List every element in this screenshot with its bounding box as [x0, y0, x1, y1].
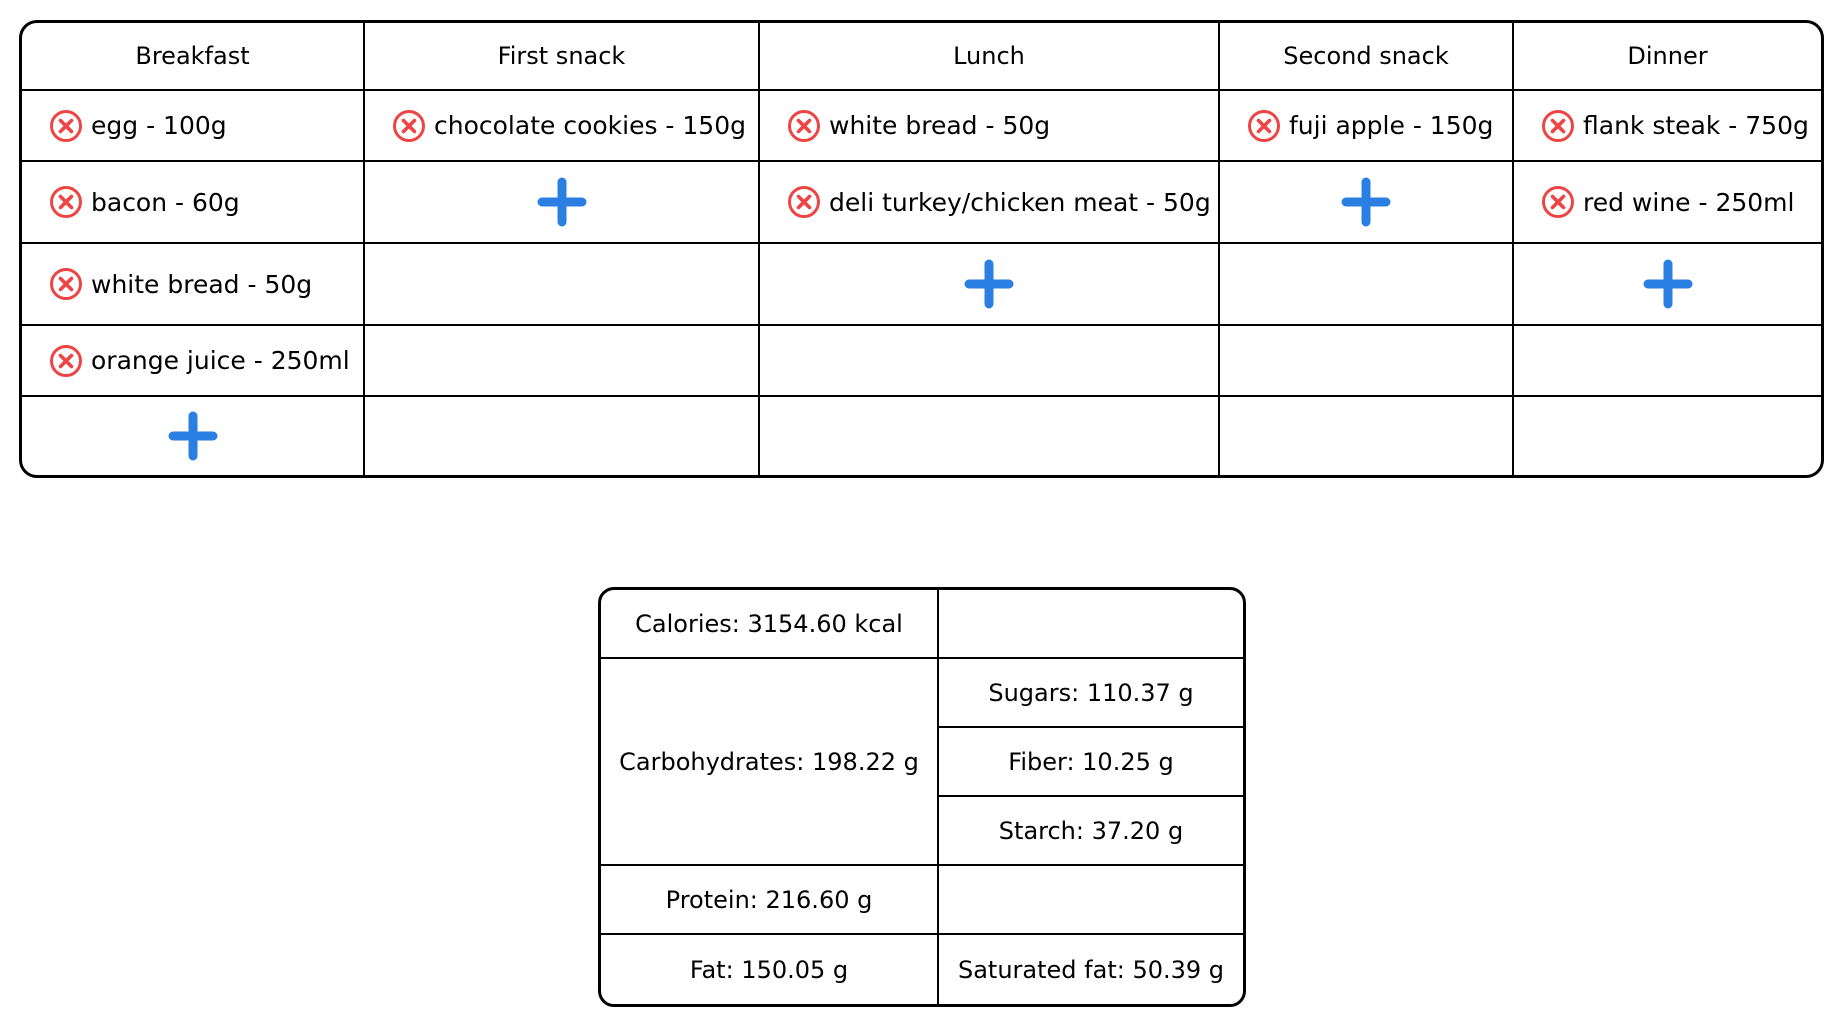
remove-item-icon[interactable]: [1541, 185, 1575, 219]
calories-cell: Calories: 3154.60 kcal: [601, 590, 939, 659]
empty-cell: [1514, 397, 1821, 475]
fiber-cell: Fiber: 10.25 g: [939, 728, 1243, 797]
add-food-cell: [22, 397, 365, 475]
empty-cell: [365, 244, 760, 326]
remove-item-icon[interactable]: [49, 267, 83, 301]
header-second-snack: Second snack: [1220, 23, 1514, 91]
food-item: red wine - 250ml: [1514, 162, 1821, 244]
header-label: Lunch: [953, 42, 1025, 70]
header-dinner: Dinner: [1514, 23, 1821, 91]
empty-cell: [1220, 244, 1514, 326]
sugars-cell: Sugars: 110.37 g: [939, 659, 1243, 728]
add-food-plus-icon[interactable]: [535, 175, 589, 229]
starch-cell: Starch: 37.20 g: [939, 797, 1243, 866]
fat-cell: Fat: 150.05 g: [601, 935, 939, 1004]
food-item-label: bacon - 60g: [91, 187, 240, 217]
food-item: chocolate cookies - 150g: [365, 91, 760, 162]
add-food-cell: [1220, 162, 1514, 244]
starch-value: Starch: 37.20 g: [998, 816, 1184, 845]
food-item-label: flank steak - 750g: [1583, 111, 1809, 140]
food-item: deli turkey/chicken meat - 50g: [760, 162, 1220, 244]
food-item-label: egg - 100g: [91, 111, 227, 140]
carbohydrates-value: Carbohydrates: 198.22 g: [619, 747, 919, 776]
food-item: bacon - 60g: [22, 162, 365, 244]
empty-cell: [939, 590, 1243, 659]
header-lunch: Lunch: [760, 23, 1220, 91]
add-food-plus-icon[interactable]: [1641, 257, 1695, 311]
add-food-cell: [365, 162, 760, 244]
protein-value: Protein: 216.60 g: [665, 885, 873, 914]
header-label: Dinner: [1627, 42, 1708, 70]
empty-cell: [760, 397, 1220, 475]
food-item: orange juice - 250ml: [22, 326, 365, 397]
empty-cell: [1220, 326, 1514, 397]
remove-item-icon[interactable]: [49, 185, 83, 219]
food-item-label: fuji apple - 150g: [1289, 111, 1494, 140]
remove-item-icon[interactable]: [1541, 109, 1575, 143]
empty-cell: [1220, 397, 1514, 475]
remove-item-icon[interactable]: [1247, 109, 1281, 143]
food-item-label: orange juice - 250ml: [91, 346, 350, 375]
food-item: egg - 100g: [22, 91, 365, 162]
remove-item-icon[interactable]: [787, 185, 821, 219]
fiber-value: Fiber: 10.25 g: [1008, 747, 1174, 776]
empty-cell: [365, 397, 760, 475]
remove-item-icon[interactable]: [49, 109, 83, 143]
food-item: white bread - 50g: [760, 91, 1220, 162]
add-food-plus-icon[interactable]: [962, 257, 1016, 311]
food-item-label: deli turkey/chicken meat - 50g: [829, 187, 1211, 217]
food-item: flank steak - 750g: [1514, 91, 1821, 162]
header-label: Breakfast: [135, 42, 250, 70]
fat-value: Fat: 150.05 g: [689, 955, 849, 984]
calories-value: Calories: 3154.60 kcal: [635, 609, 903, 638]
food-item-label: white bread - 50g: [91, 269, 313, 299]
food-item-label: red wine - 250ml: [1583, 187, 1795, 217]
food-item: white bread - 50g: [22, 244, 365, 326]
remove-item-icon[interactable]: [392, 109, 426, 143]
food-item-label: chocolate cookies - 150g: [434, 111, 746, 140]
remove-item-icon[interactable]: [787, 109, 821, 143]
food-item: fuji apple - 150g: [1220, 91, 1514, 162]
saturated-fat-cell: Saturated fat: 50.39 g: [939, 935, 1243, 1004]
nutrition-summary-table: Calories: 3154.60 kcal Carbohydrates: 19…: [598, 587, 1246, 1007]
header-label: Second snack: [1283, 42, 1449, 70]
add-food-cell: [760, 244, 1220, 326]
empty-cell: [1514, 326, 1821, 397]
add-food-plus-icon[interactable]: [166, 409, 220, 463]
empty-cell: [760, 326, 1220, 397]
empty-cell: [365, 326, 760, 397]
header-label: First snack: [497, 42, 626, 70]
header-breakfast: Breakfast: [22, 23, 365, 91]
saturated-fat-value: Saturated fat: 50.39 g: [957, 955, 1225, 984]
remove-item-icon[interactable]: [49, 344, 83, 378]
carbohydrates-cell: Carbohydrates: 198.22 g: [601, 659, 939, 866]
add-food-cell: [1514, 244, 1821, 326]
empty-cell: [939, 866, 1243, 935]
protein-cell: Protein: 216.60 g: [601, 866, 939, 935]
add-food-plus-icon[interactable]: [1339, 175, 1393, 229]
food-item-label: white bread - 50g: [829, 111, 1051, 140]
meal-plan-table: Breakfast First snack Lunch Second snack…: [19, 20, 1824, 478]
sugars-value: Sugars: 110.37 g: [988, 678, 1194, 707]
header-first-snack: First snack: [365, 23, 760, 91]
